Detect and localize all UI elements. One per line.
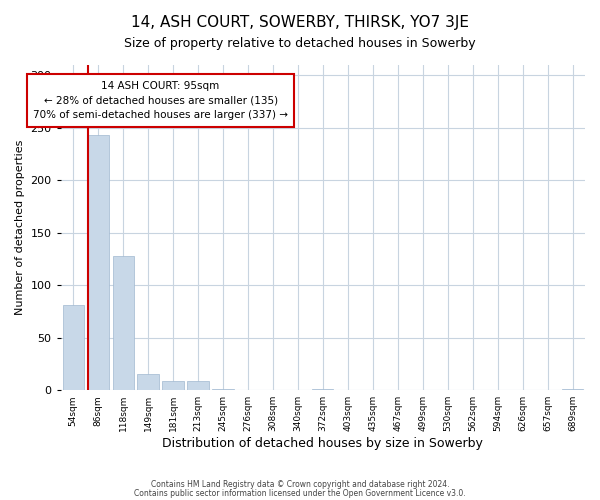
Bar [562,389,583,390]
Bar [113,256,134,390]
Bar [137,374,159,390]
X-axis label: Distribution of detached houses by size in Sowerby: Distribution of detached houses by size … [163,437,483,450]
Text: Size of property relative to detached houses in Sowerby: Size of property relative to detached ho… [124,38,476,51]
Text: 14, ASH COURT, SOWERBY, THIRSK, YO7 3JE: 14, ASH COURT, SOWERBY, THIRSK, YO7 3JE [131,15,469,30]
Bar [312,389,334,390]
Y-axis label: Number of detached properties: Number of detached properties [15,140,25,316]
Text: Contains HM Land Registry data © Crown copyright and database right 2024.: Contains HM Land Registry data © Crown c… [151,480,449,489]
Bar [88,136,109,390]
Bar [187,381,209,390]
Bar [62,305,84,390]
Text: Contains public sector information licensed under the Open Government Licence v3: Contains public sector information licen… [134,488,466,498]
Text: 14 ASH COURT: 95sqm
← 28% of detached houses are smaller (135)
70% of semi-detac: 14 ASH COURT: 95sqm ← 28% of detached ho… [33,80,288,120]
Bar [212,389,233,390]
Bar [163,381,184,390]
